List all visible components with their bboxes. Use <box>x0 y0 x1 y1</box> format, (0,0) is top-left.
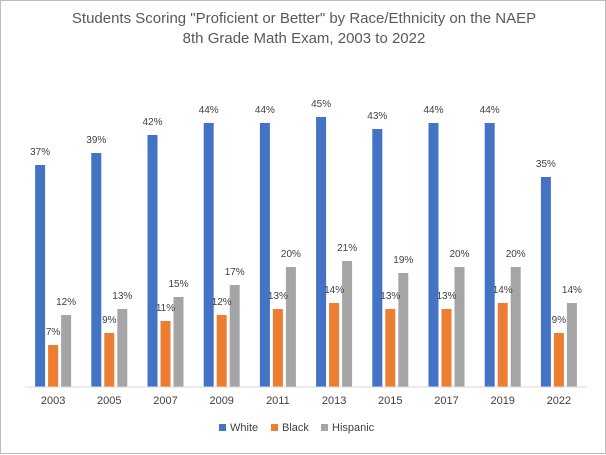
x-tick-label-2011: 2011 <box>266 395 290 407</box>
bar-black-2022 <box>553 333 564 387</box>
bar-white-2022 <box>540 177 551 387</box>
data-label-black-2007: 11% <box>156 303 175 314</box>
bar-hispanic-2013 <box>342 261 353 387</box>
bar-black-2009 <box>216 315 227 387</box>
legend-swatch-white <box>219 424 226 431</box>
data-label-black-2015: 13% <box>380 291 400 302</box>
x-tick-label-2007: 2007 <box>153 395 177 407</box>
data-label-black-2003: 7% <box>46 327 61 338</box>
data-label-white-2019: 44% <box>480 105 500 116</box>
legend-label-black: Black <box>282 422 309 434</box>
legend-label-white: White <box>230 422 258 434</box>
data-label-hispanic-2017: 20% <box>449 249 469 260</box>
bar-hispanic-2015 <box>398 273 409 387</box>
bar-white-2007 <box>147 135 158 387</box>
legend: White Black Hispanic <box>219 422 375 434</box>
data-labels: 37% 7% 12% 39% 9% 13% 42% 11% 15% 44% 12% 17% 44% 13%… <box>30 99 582 338</box>
data-label-black-2022: 9% <box>552 315 567 326</box>
data-label-black-2017: 13% <box>436 291 456 302</box>
data-label-black-2011: 13% <box>268 291 288 302</box>
x-tick-label-2017: 2017 <box>434 395 458 407</box>
data-label-white-2007: 42% <box>142 117 162 128</box>
bars-layer <box>35 117 577 387</box>
data-label-hispanic-2022: 14% <box>562 285 582 296</box>
data-label-black-2019: 14% <box>493 285 513 296</box>
bar-hispanic-2005 <box>117 309 128 387</box>
x-tick-label-2013: 2013 <box>322 395 346 407</box>
bar-hispanic-2009 <box>229 285 240 387</box>
x-tick-label-2015: 2015 <box>378 395 402 407</box>
data-label-hispanic-2009: 17% <box>225 267 245 278</box>
data-label-hispanic-2015: 19% <box>393 255 413 266</box>
data-label-white-2022: 35% <box>536 159 556 170</box>
chart-title-line-1: Students Scoring "Proficient or Better" … <box>72 10 536 27</box>
bar-white-2013 <box>316 117 327 387</box>
x-axis-ticks: 2003 2005 2007 2009 2011 2013 2015 2017 2019 2022 <box>41 395 571 407</box>
x-tick-label-2005: 2005 <box>97 395 121 407</box>
legend-swatch-black <box>271 424 278 431</box>
bar-hispanic-2019 <box>510 267 521 387</box>
bar-white-2009 <box>203 123 214 387</box>
data-label-hispanic-2003: 12% <box>56 297 76 308</box>
bar-hispanic-2003 <box>61 315 72 387</box>
data-label-white-2009: 44% <box>199 105 219 116</box>
data-label-white-2005: 39% <box>86 135 106 146</box>
data-label-white-2013: 45% <box>311 99 331 110</box>
bar-black-2011 <box>272 309 283 387</box>
data-label-white-2011: 44% <box>255 105 275 116</box>
bar-white-2019 <box>484 123 495 387</box>
bar-white-2003 <box>35 165 46 387</box>
chart-title-line-2: 8th Grade Math Exam, 2003 to 2022 <box>183 30 426 47</box>
x-tick-label-2019: 2019 <box>490 395 514 407</box>
x-tick-label-2022: 2022 <box>547 395 571 407</box>
bar-white-2011 <box>259 123 270 387</box>
legend-swatch-hispanic <box>321 424 328 431</box>
bar-black-2005 <box>104 333 115 387</box>
data-label-hispanic-2019: 20% <box>506 249 526 260</box>
data-label-white-2017: 44% <box>423 105 443 116</box>
bar-black-2015 <box>385 309 396 387</box>
bar-hispanic-2017 <box>454 267 465 387</box>
data-label-black-2009: 12% <box>212 297 232 308</box>
bar-black-2007 <box>160 321 171 387</box>
x-tick-label-2009: 2009 <box>209 395 233 407</box>
bar-hispanic-2011 <box>285 267 296 387</box>
bar-white-2015 <box>372 129 383 387</box>
data-label-hispanic-2005: 13% <box>112 291 132 302</box>
data-label-black-2013: 14% <box>324 285 344 296</box>
data-label-hispanic-2007: 15% <box>168 279 188 290</box>
bar-black-2019 <box>497 303 508 387</box>
x-tick-label-2003: 2003 <box>41 395 65 407</box>
data-label-hispanic-2013: 21% <box>337 243 357 254</box>
bar-black-2013 <box>329 303 340 387</box>
bar-black-2003 <box>48 345 59 387</box>
data-label-white-2015: 43% <box>367 111 387 122</box>
bar-white-2017 <box>428 123 439 387</box>
data-label-black-2005: 9% <box>102 315 117 326</box>
data-label-hispanic-2011: 20% <box>281 249 301 260</box>
bar-hispanic-2007 <box>173 297 184 387</box>
data-label-white-2003: 37% <box>30 147 50 158</box>
bar-hispanic-2022 <box>566 303 577 387</box>
bar-black-2017 <box>441 309 452 387</box>
bar-white-2005 <box>91 153 102 387</box>
legend-label-hispanic: Hispanic <box>332 422 375 434</box>
